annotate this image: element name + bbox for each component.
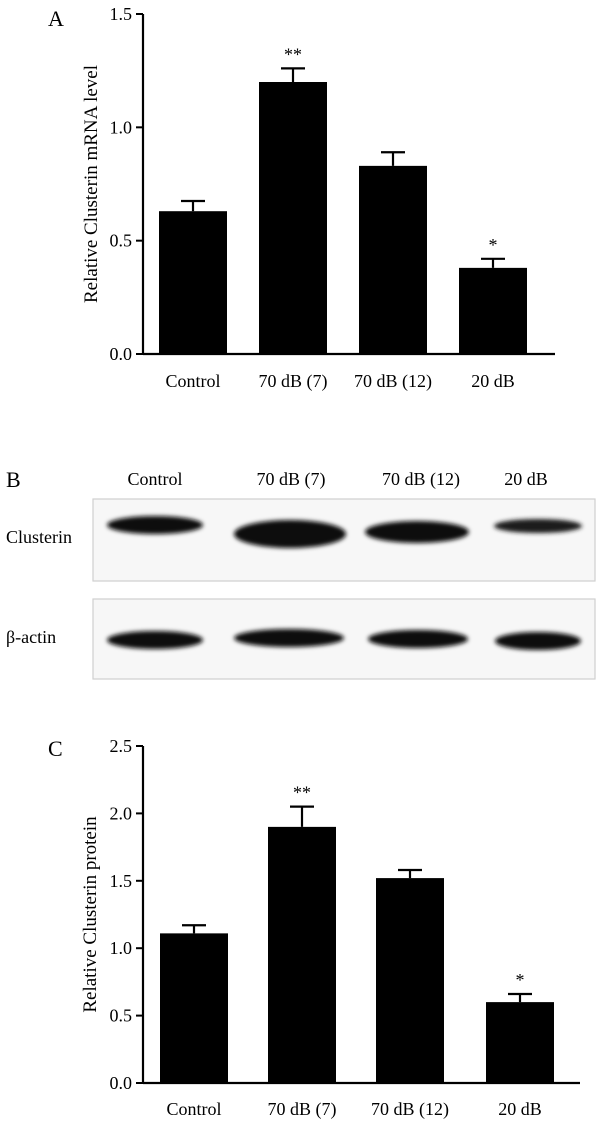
- lane-label-70db-7: 70 dB (7): [257, 469, 326, 490]
- chart-c-bar-0: [160, 933, 228, 1083]
- chart-a-significance-1: **: [284, 44, 302, 64]
- chart-a-y-axis-label: Relative Clusterin mRNA level: [81, 65, 102, 303]
- row-label-clusterin: Clusterin: [6, 527, 72, 547]
- chart-c-y-tick-label: 2.0: [110, 803, 133, 823]
- chart-c-y-tick-label: 1.0: [110, 938, 133, 958]
- band-actin-70db-7: [234, 629, 344, 647]
- chart-c-bar-2: [376, 878, 444, 1083]
- band-actin-70db-12: [368, 630, 468, 648]
- chart-c-y-tick-label: 0.0: [110, 1073, 133, 1093]
- panel-a-chart: A 0.0 0.5 1.0 1.5 Relative Clusterin mRNA le…: [48, 4, 555, 392]
- chart-c-category-label-1: 70 dB (7): [268, 1099, 337, 1120]
- chart-a-y-tick-label: 1.0: [110, 117, 133, 137]
- chart-c-category-label-2: 70 dB (12): [371, 1099, 449, 1120]
- lane-label-20db: 20 dB: [504, 469, 548, 489]
- chart-a-bar-0: [159, 211, 227, 354]
- chart-c-y-tick-label: 0.5: [110, 1006, 133, 1026]
- band-clusterin-control: [107, 516, 203, 534]
- chart-a-category-label-0: Control: [165, 371, 220, 391]
- lane-label-70db-12: 70 dB (12): [382, 469, 460, 490]
- chart-a-bar-2: [359, 165, 427, 354]
- chart-c-bar-1: [268, 826, 336, 1083]
- blot-strip-clusterin: [92, 498, 596, 582]
- chart-c-significance-3: *: [516, 970, 525, 990]
- chart-c-bar-3: [486, 1002, 554, 1083]
- band-actin-20db: [495, 632, 581, 650]
- chart-c-category-label-3: 20 dB: [498, 1099, 542, 1119]
- band-clusterin-70db-7: [234, 520, 346, 548]
- chart-a-bar-3: [459, 267, 527, 354]
- panel-b-blot: B Control 70 dB (7) 70 dB (12) 20 dB Clu…: [6, 467, 596, 680]
- band-clusterin-70db-12: [365, 521, 469, 543]
- panel-c-chart: C 0.0 0.5 1.0 1.5 2.0 2.5 Relative Clusterin p…: [48, 736, 580, 1120]
- lane-label-control: Control: [127, 469, 182, 489]
- chart-a-category-label-1: 70 dB (7): [259, 371, 328, 392]
- chart-c-category-label-0: Control: [166, 1099, 221, 1119]
- chart-a-bar-1: [259, 82, 327, 354]
- chart-a-category-label-2: 70 dB (12): [354, 371, 432, 392]
- panel-b-letter: B: [6, 467, 21, 492]
- chart-c-y-axis-label: Relative Clusterin protein: [80, 816, 101, 1013]
- band-clusterin-20db: [494, 519, 582, 533]
- chart-c-y-tick-label: 2.5: [110, 736, 133, 756]
- chart-c-significance-1: **: [293, 783, 311, 803]
- row-label-beta-actin: β-actin: [6, 627, 56, 647]
- panel-c-letter: C: [48, 736, 63, 761]
- chart-a-y-tick-label: 0.5: [110, 231, 133, 251]
- chart-a-y-tick-label: 1.5: [110, 4, 133, 24]
- chart-a-category-label-3: 20 dB: [471, 371, 515, 391]
- chart-c-y-tick-label: 1.5: [110, 871, 133, 891]
- panel-a-letter: A: [48, 6, 64, 31]
- band-actin-control: [107, 631, 203, 649]
- chart-a-significance-3: *: [489, 235, 498, 255]
- chart-a-y-tick-label: 0.0: [110, 344, 133, 364]
